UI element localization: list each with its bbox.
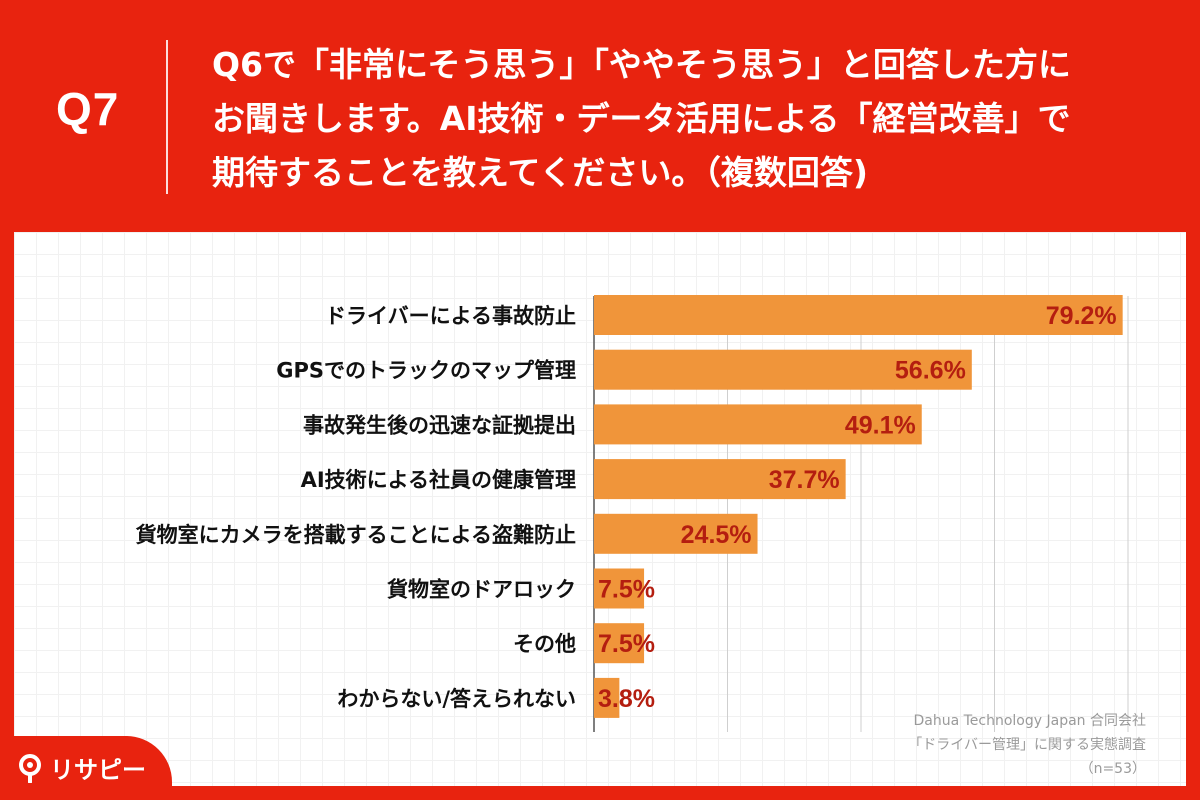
category-label: GPSでのトラックのマップ管理	[276, 359, 576, 383]
header-divider	[166, 40, 168, 194]
value-label: 49.1%	[845, 411, 916, 439]
category-label: わからない/答えられない	[337, 687, 576, 711]
value-label: 3.8%	[598, 685, 655, 713]
source-sample: （n=53）	[1079, 761, 1146, 777]
category-label: AI技術による社員の健康管理	[301, 468, 576, 492]
value-label: 7.5%	[598, 576, 655, 604]
category-label: 貨物室にカメラを搭載することによる盗難防止	[136, 523, 576, 547]
bar	[594, 404, 922, 445]
value-label: 37.7%	[769, 466, 840, 494]
bar	[594, 295, 1123, 335]
magnifier-pin-icon	[19, 753, 41, 783]
source-company: Dahua Technology Japan 合同会社	[913, 713, 1146, 729]
category-label: ドライバーによる事故防止	[325, 304, 576, 328]
value-label: 79.2%	[1046, 302, 1117, 330]
question-line: Q6で「非常にそう思う」「ややそう思う」と回答した方に	[212, 45, 1071, 84]
chart-panel: ドライバーによる事故防止 79.2% GPSでのトラックのマップ管理 56.6% 事故発…	[14, 232, 1186, 786]
value-label: 7.5%	[598, 630, 655, 658]
logo-text: リサピー	[50, 756, 146, 784]
category-label: 事故発生後の迅速な証拠提出	[303, 413, 576, 437]
bar	[594, 677, 620, 718]
bar	[594, 568, 645, 609]
value-label: 56.6%	[895, 357, 966, 385]
question-line: お聞きします。AI技術・データ活用による「経営改善」で	[212, 99, 1071, 138]
category-label: その他	[513, 632, 576, 656]
bar-chart: ドライバーによる事故防止 79.2% GPSでのトラックのマップ管理 56.6% 事故発…	[136, 295, 1129, 732]
category-label: 貨物室のドアロック	[387, 578, 576, 602]
bar	[594, 513, 758, 554]
question-text: Q6で「非常にそう思う」「ややそう思う」と回答した方に お聞きします。AI技術・…	[212, 38, 1172, 200]
question-line: 期待することを教えてください。（複数回答)	[212, 153, 868, 192]
value-label: 24.5%	[681, 521, 752, 549]
source-survey: 「ドライバー管理」に関する実態調査	[908, 737, 1146, 753]
logo-tab	[0, 736, 172, 800]
brand-logo: リサピー	[18, 750, 146, 785]
bar	[594, 459, 846, 500]
bar	[594, 349, 972, 390]
question-number: Q7	[56, 83, 120, 135]
bar	[594, 623, 645, 664]
